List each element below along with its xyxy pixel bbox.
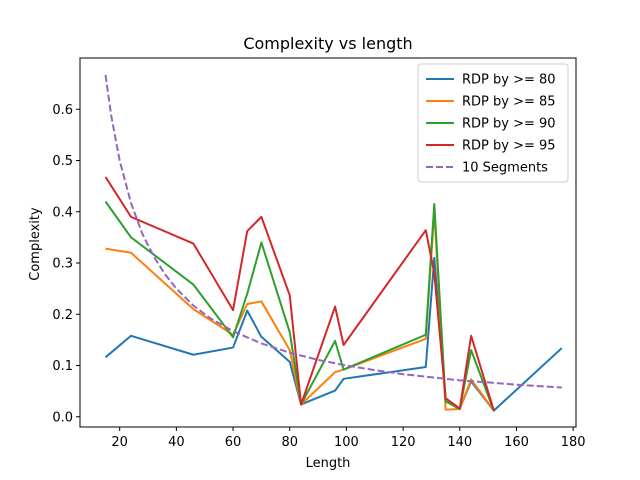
x-tick-label: 80 bbox=[281, 435, 298, 450]
y-tick-label: 0.4 bbox=[52, 205, 73, 220]
legend-box bbox=[417, 63, 569, 183]
axes: 20 40 60 80 100 120 140 160 180 0.0 0.1 0.2 0.3 0.4 0.… bbox=[52, 57, 586, 450]
y-tick-label: 0.3 bbox=[52, 257, 73, 272]
x-axis-label: Length bbox=[306, 456, 351, 471]
y-axis-label: Complexity bbox=[28, 207, 43, 281]
y-tick-label: 0.2 bbox=[52, 308, 73, 323]
legend-label-3: RDP by >= 90 bbox=[462, 117, 556, 132]
axes-frame bbox=[79, 57, 577, 428]
y-tick-label: 0.6 bbox=[52, 103, 73, 118]
x-tick-label: 40 bbox=[168, 435, 185, 450]
x-tick-label: 20 bbox=[111, 435, 128, 450]
series-line-4 bbox=[104, 176, 495, 411]
x-tick-label: 100 bbox=[334, 435, 359, 450]
x-tick-label: 60 bbox=[225, 435, 242, 450]
plot-area bbox=[104, 74, 563, 412]
y-tick-label: 0.5 bbox=[52, 154, 73, 169]
x-tick-label: 140 bbox=[447, 435, 472, 450]
x-tick-label: 120 bbox=[391, 435, 416, 450]
y-tick-label: 0.1 bbox=[52, 359, 73, 374]
legend-label-5: 10 Segments bbox=[462, 161, 548, 176]
legend: RDP by >= 80 RDP by >= 85 RDP by >= 90 RDP … bbox=[417, 63, 569, 183]
legend-label-1: RDP by >= 80 bbox=[462, 73, 556, 88]
legend-label-4: RDP by >= 95 bbox=[462, 139, 556, 154]
series-line-2 bbox=[105, 210, 495, 412]
y-tick-label: 0.0 bbox=[52, 410, 73, 425]
series-line-3 bbox=[104, 200, 495, 411]
x-tick-label: 180 bbox=[561, 435, 586, 450]
x-tick-label: 160 bbox=[504, 435, 529, 450]
chart-title: Complexity vs length bbox=[243, 34, 412, 53]
series-line-5 bbox=[104, 74, 562, 389]
legend-label-2: RDP by >= 85 bbox=[462, 95, 556, 110]
series-group bbox=[104, 74, 563, 412]
